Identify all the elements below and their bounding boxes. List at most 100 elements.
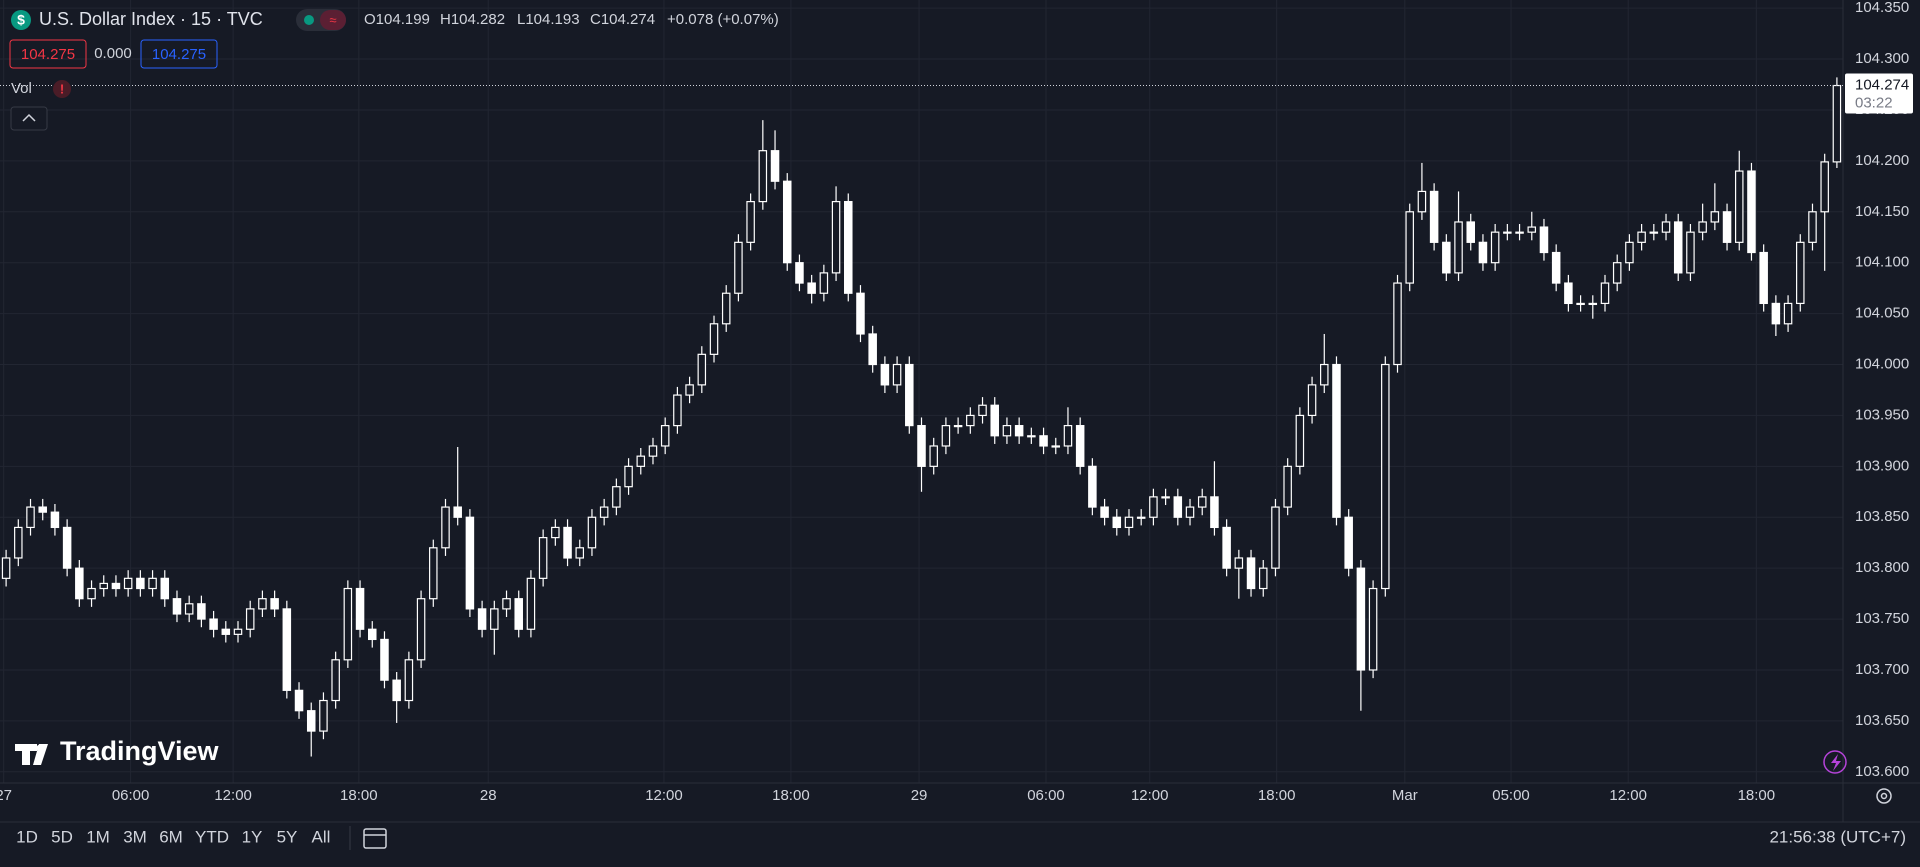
x-tick-label: 06:00 (1027, 787, 1065, 804)
collapse-button[interactable] (10, 106, 48, 131)
market-open-dot (304, 15, 314, 25)
range-button[interactable]: All (312, 827, 331, 846)
candle-body (648, 445, 658, 457)
ohlc-low: L104.193 (517, 11, 580, 28)
candle-body (880, 363, 890, 386)
logo-dot (36, 744, 44, 752)
candle-body (1442, 241, 1451, 274)
candle-body (758, 150, 768, 203)
candle-body (892, 363, 902, 386)
settings-icon-core (1880, 792, 1888, 800)
range-button[interactable]: 1D (16, 827, 38, 846)
candle-body (526, 577, 536, 630)
candle-body (184, 603, 194, 615)
bid-box[interactable] (9, 39, 87, 69)
candle-body (636, 455, 646, 467)
y-tick-label: 104.100 (1855, 254, 1909, 271)
symbol-title[interactable]: U.S. Dollar Index · 15 · TVC (39, 9, 263, 29)
x-tick-label: 27 (0, 787, 12, 804)
candle-body (1320, 363, 1329, 386)
range-button[interactable]: 6M (159, 827, 183, 846)
y-tick-label: 104.050 (1855, 305, 1909, 322)
x-tick-label: 28 (480, 787, 497, 804)
candle-body (1258, 567, 1268, 590)
candle-body (343, 587, 353, 661)
candle-body (38, 506, 47, 513)
range-button[interactable]: 1Y (242, 827, 263, 846)
last-price-box (1845, 73, 1913, 114)
candle-body (319, 699, 328, 732)
volume-warning[interactable] (53, 80, 71, 98)
candle-body (123, 577, 133, 590)
candles (1, 77, 1842, 757)
candle-body (1307, 384, 1317, 417)
candle-body (587, 516, 597, 549)
candle-body (697, 353, 707, 386)
bid-price: 104.275 (21, 46, 75, 63)
candle-body (221, 628, 231, 635)
range-button[interactable]: 5D (51, 827, 73, 846)
candle-body (953, 425, 963, 428)
candle-body (1686, 231, 1695, 274)
x-tick-label: 06:00 (112, 787, 150, 804)
candle-body (355, 587, 365, 630)
logo-text[interactable]: TradingView (60, 736, 220, 766)
candle-body (1075, 425, 1085, 467)
candle-body (1612, 262, 1622, 284)
candle-body (1429, 190, 1439, 243)
candle-body (1515, 231, 1524, 234)
candle-body (868, 333, 877, 366)
candle-body (1112, 516, 1122, 529)
y-tick-label: 103.850 (1855, 508, 1909, 525)
candle-body (1381, 363, 1390, 590)
clock[interactable]: 21:56:38 (UTC+7) (1769, 827, 1906, 846)
toolbar: 1D 5D 1M 3M 6M YTD 1Y 5Y All (16, 827, 330, 846)
candle-body (1527, 226, 1537, 233)
range-button[interactable]: 1M (86, 827, 110, 846)
range-button[interactable]: YTD (195, 827, 229, 846)
candle-body (1722, 211, 1732, 243)
candle-body (538, 537, 548, 579)
range-button[interactable]: 5Y (277, 827, 298, 846)
y-tick-label: 103.650 (1855, 712, 1909, 729)
grid (0, 0, 1843, 783)
candle-body (62, 526, 72, 569)
candle-body (1393, 282, 1402, 366)
last-price-label: 104.274 (1855, 76, 1909, 93)
candle-body (136, 577, 145, 590)
x-tick-label: 18:00 (1258, 787, 1296, 804)
candle-body (1344, 516, 1353, 569)
candle-body (270, 598, 279, 610)
candle-body (770, 150, 780, 182)
candle-body (1, 557, 11, 579)
volume-label[interactable]: Vol (11, 80, 32, 97)
settings-icon[interactable] (1876, 788, 1892, 804)
date-range-icon[interactable] (363, 828, 387, 849)
candle-body (1649, 231, 1659, 234)
alert-icon[interactable] (1823, 750, 1847, 774)
x-tick-label: 18:00 (340, 787, 378, 804)
candle-body (795, 262, 804, 284)
x-tick-label: 12:00 (1131, 787, 1169, 804)
symbol-icon-glyph: $ (17, 12, 25, 28)
candle-body (1124, 516, 1134, 529)
candle-body (1356, 567, 1366, 671)
candle-body (1710, 211, 1720, 223)
candle-body (673, 394, 682, 427)
symbol-icon (11, 10, 31, 30)
candle-body (245, 608, 255, 630)
range-button[interactable]: 3M (123, 827, 147, 846)
candle-body (1490, 231, 1500, 264)
candle-body (1295, 414, 1305, 467)
candle-body (404, 659, 414, 702)
candle-body (1625, 241, 1634, 264)
candle-body (1027, 435, 1036, 438)
countdown-label: 03:22 (1855, 94, 1893, 111)
ask-box[interactable] (140, 39, 218, 69)
candle-body (917, 425, 926, 467)
x-tick-label: 05:00 (1492, 787, 1530, 804)
candle-body (782, 180, 792, 264)
candle-body (1576, 302, 1585, 306)
candle-body (660, 425, 670, 447)
ohlc-high: H104.282 (440, 11, 505, 28)
